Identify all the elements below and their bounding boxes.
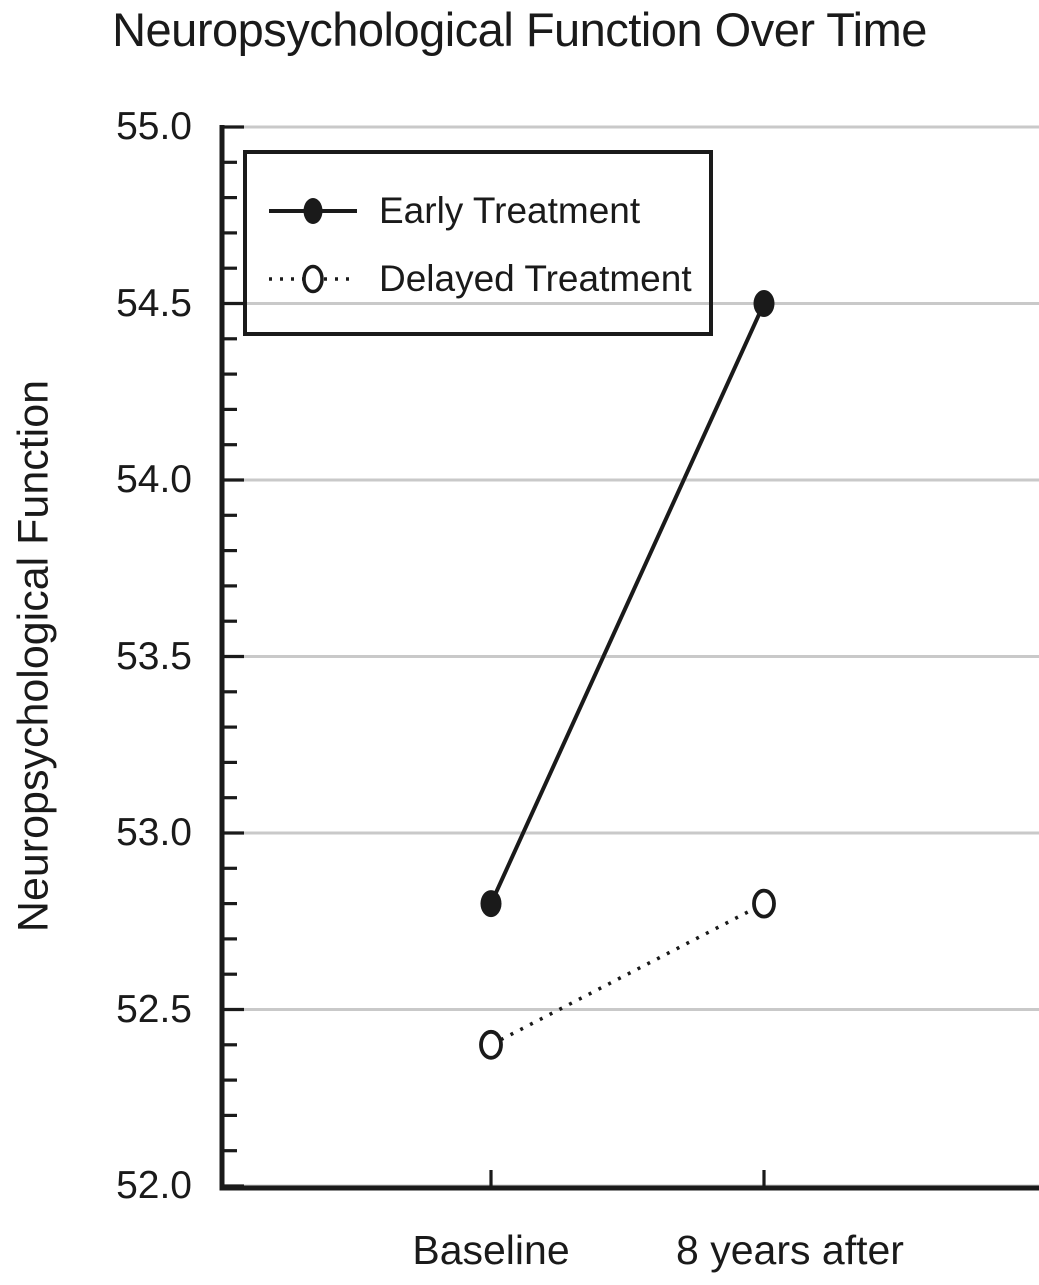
y-tick-label: 55.0 xyxy=(116,105,192,148)
chart-title: Neuropsychological Function Over Time xyxy=(112,3,927,56)
data-point-delayed-treatment-8-years-after xyxy=(752,888,776,919)
dotted-line-sample xyxy=(269,264,357,294)
y-tick-label: 54.0 xyxy=(116,458,192,501)
y-tick-label: 53.0 xyxy=(116,811,192,854)
filled-circle-marker-icon xyxy=(303,198,323,224)
solid-line-sample xyxy=(269,198,357,224)
series-line-delayed-treatment xyxy=(490,902,765,1047)
legend: Early Treatment Delayed Treatment xyxy=(243,150,713,336)
x-tick-label: Baseline xyxy=(412,1227,570,1273)
y-tick-label: 54.5 xyxy=(116,281,192,325)
legend-label: Early Treatment xyxy=(379,190,641,231)
x-tick-label: 8 years after xyxy=(676,1227,904,1273)
y-tick-label: 53.5 xyxy=(116,634,192,678)
y-tick-label: 52.5 xyxy=(116,987,192,1031)
open-circle-marker-icon xyxy=(302,264,324,294)
legend-label: Delayed Treatment xyxy=(379,258,692,299)
data-point-early-treatment-baseline xyxy=(480,890,502,918)
legend-item-delayed-treatment: Delayed Treatment xyxy=(267,250,709,308)
data-point-delayed-treatment-baseline xyxy=(479,1029,503,1060)
data-point-early-treatment-8-years-after xyxy=(753,290,775,317)
y-tick-label: 52.0 xyxy=(116,1164,192,1207)
series-line-early-treatment xyxy=(489,302,766,905)
legend-item-early-treatment: Early Treatment xyxy=(267,182,709,240)
